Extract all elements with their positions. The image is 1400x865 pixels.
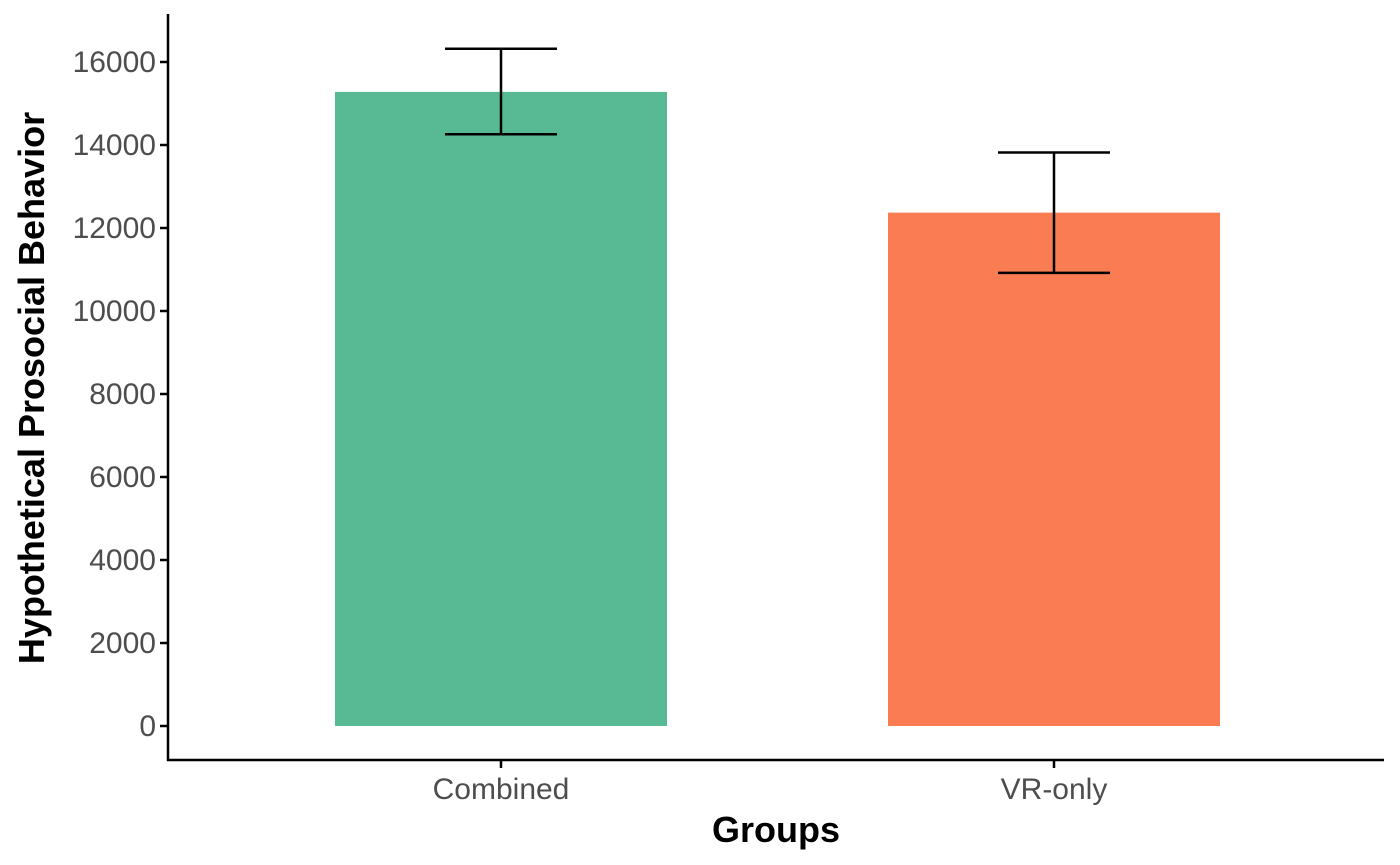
bar-combined (335, 91, 667, 726)
bar-vr-only (888, 212, 1220, 726)
x-axis-ticks: Combined VR-only (433, 760, 1108, 806)
y-tick-label: 10000 (73, 295, 156, 328)
y-tick-label: 2000 (89, 627, 156, 660)
y-tick-label: 0 (139, 710, 156, 743)
y-axis-title: Hypothetical Prosocial Behavior (11, 112, 52, 664)
x-tick-label: Combined (433, 773, 570, 806)
error-bar-combined (445, 47, 557, 136)
y-tick-label: 12000 (73, 212, 156, 245)
x-tick-label: VR-only (1001, 773, 1108, 806)
y-tick-label: 8000 (89, 378, 156, 411)
x-axis-title: Groups (712, 809, 840, 850)
error-bar-vr-only (998, 151, 1110, 275)
y-tick-label: 16000 (73, 46, 156, 79)
y-tick-label: 14000 (73, 129, 156, 162)
y-axis-ticks: 0 2000 4000 6000 8000 10000 12000 14000 16000 (73, 46, 168, 743)
plot-area (335, 47, 1220, 726)
y-tick-label: 4000 (89, 544, 156, 577)
y-tick-label: 6000 (89, 461, 156, 494)
